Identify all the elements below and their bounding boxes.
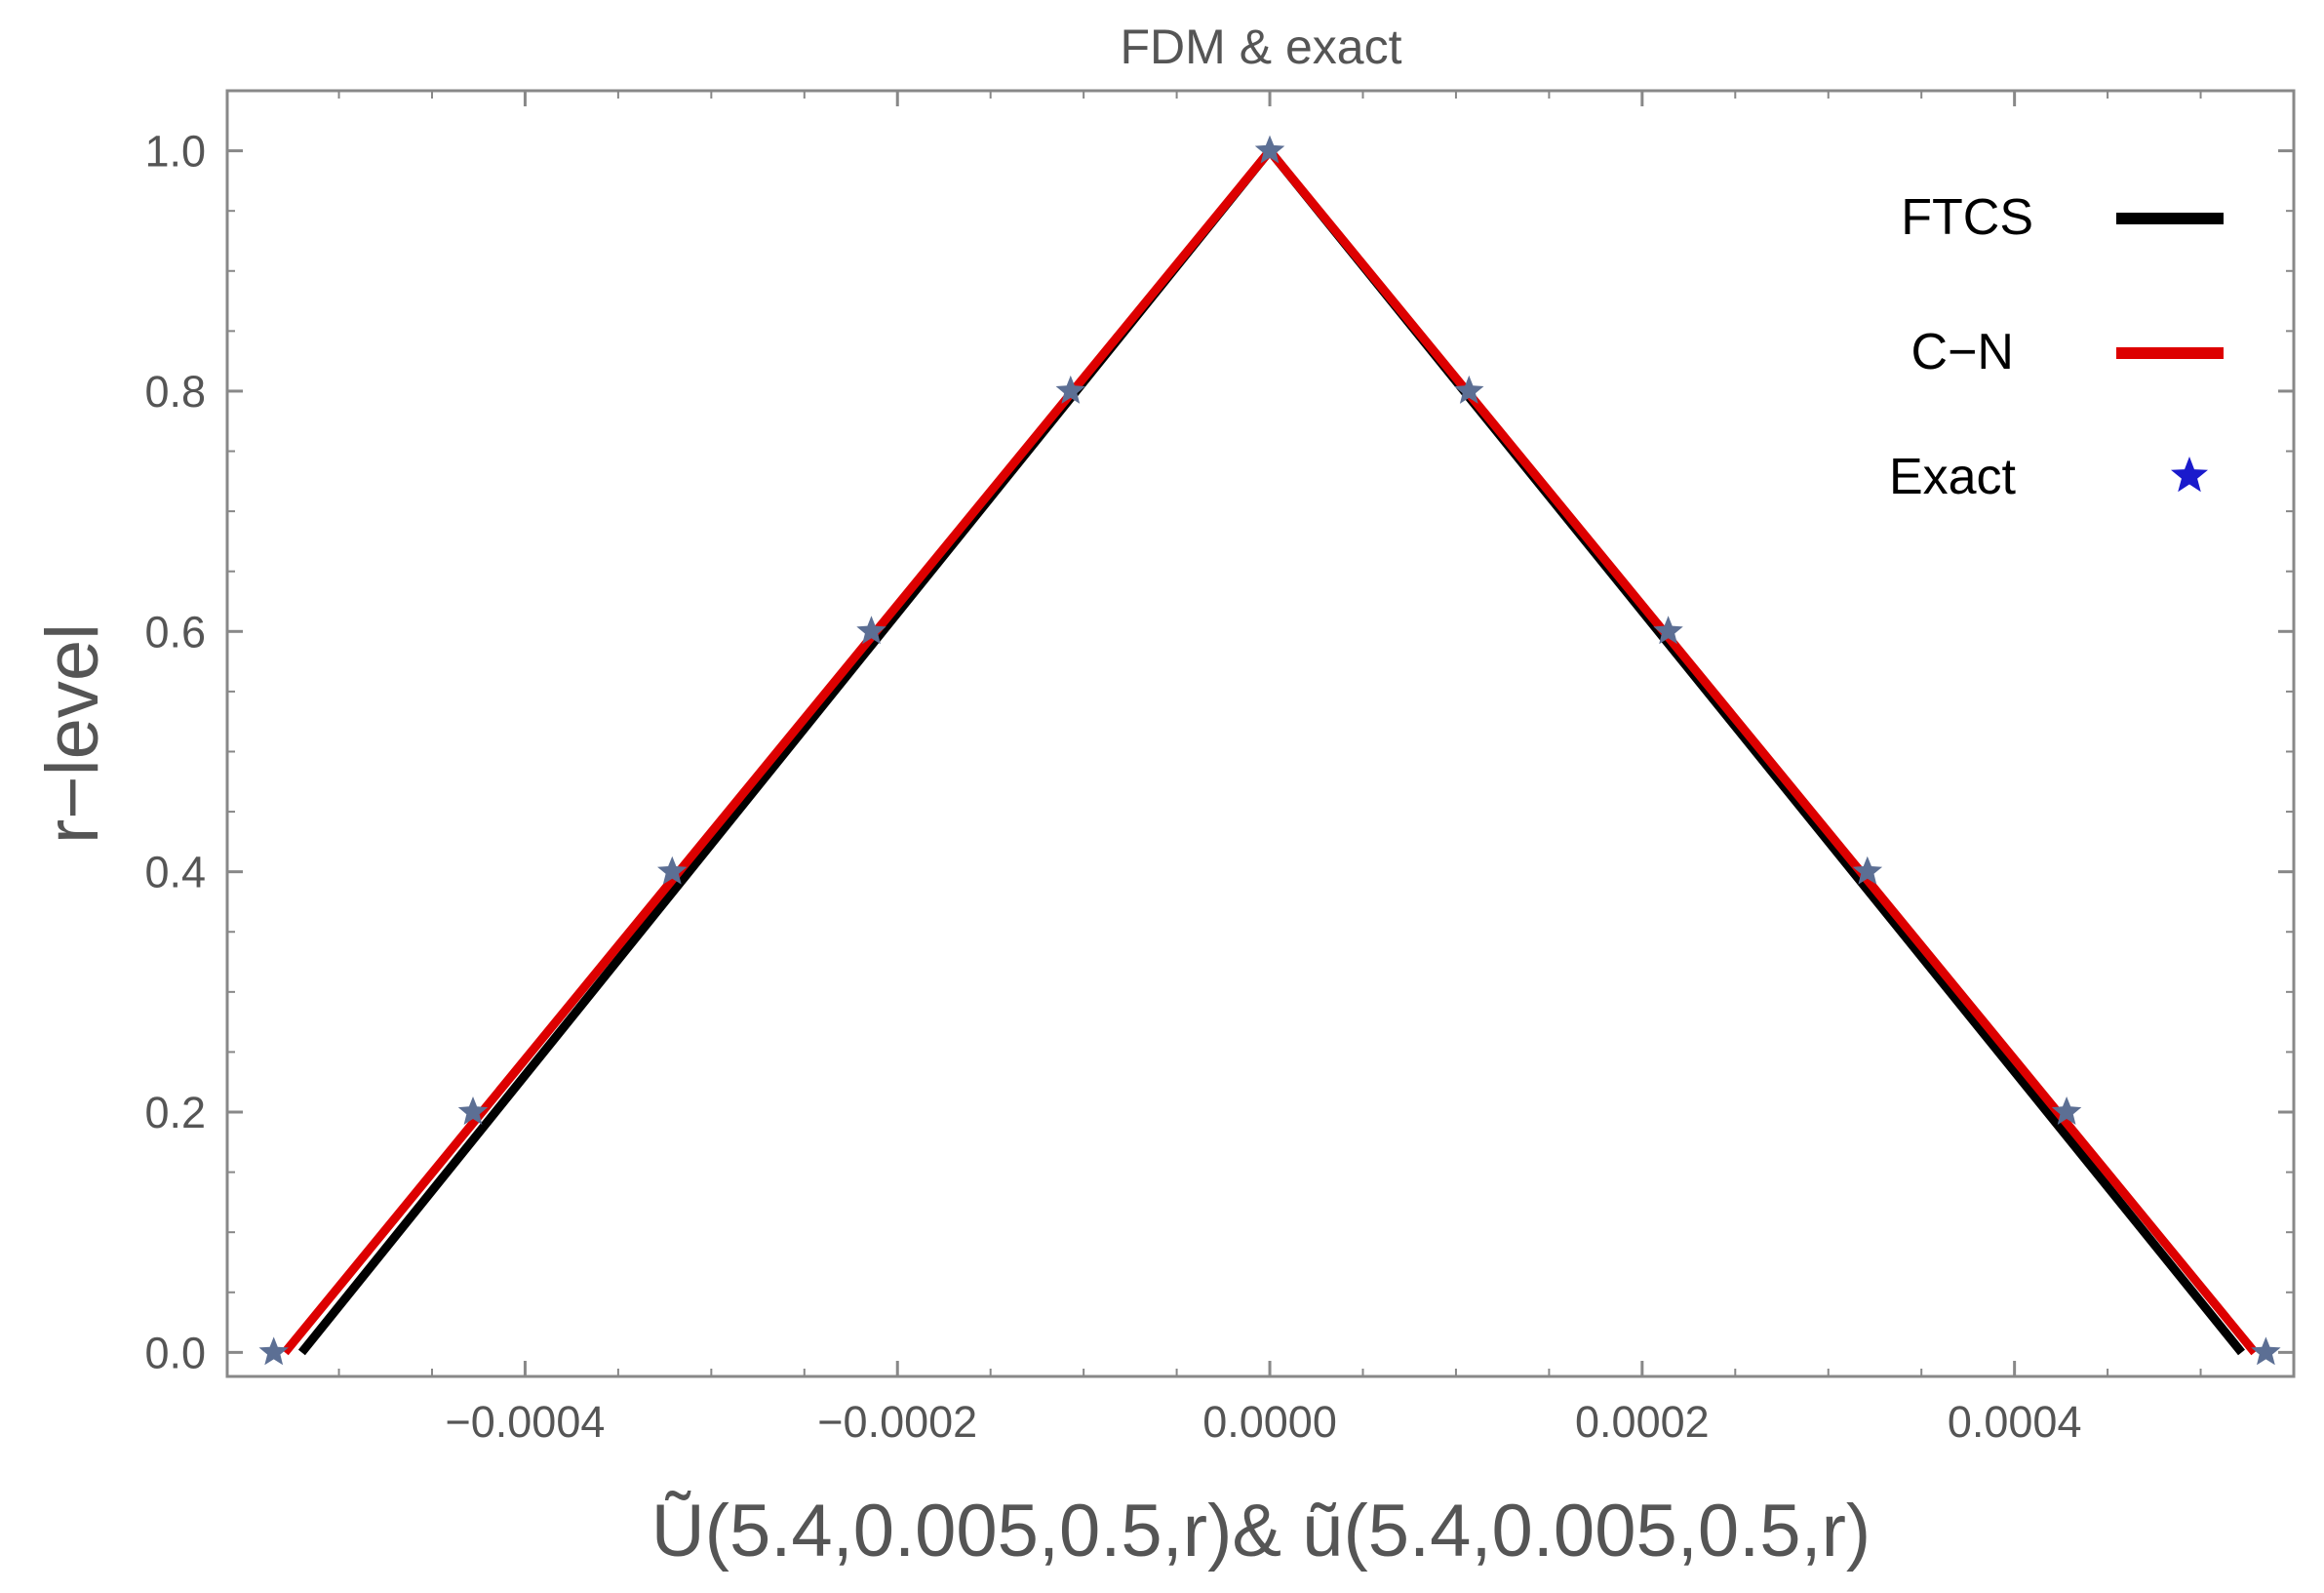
exact-star-marker [1254, 135, 1285, 164]
x-tick-label: 0.0000 [1202, 1397, 1337, 1447]
x-tick-label: −0.0004 [445, 1397, 605, 1447]
legend: FTCS C−N Exact [1889, 189, 2224, 505]
plot-frame [225, 89, 2296, 1378]
x-tick-label: −0.0002 [817, 1397, 977, 1447]
chart-title: FDM & exact [1121, 20, 1402, 74]
legend-label: Exact [1889, 449, 2017, 505]
exact-star-marker [258, 1336, 289, 1366]
tick-labels: −0.0004 −0.0002 0.0000 0.0002 0.0004 0.0 0.2 0.… [144, 127, 2081, 1447]
y-tick-label: 0.6 [144, 607, 206, 657]
y-tick-label: 0.8 [144, 367, 206, 417]
exact-star-marker [2251, 1336, 2281, 1366]
exact-star-marker [457, 1096, 489, 1125]
exact-star-marker [657, 856, 688, 885]
y-tick-label: 1.0 [144, 127, 206, 177]
legend-swatch-star [2171, 457, 2208, 493]
exact-star-marker [2051, 1096, 2082, 1125]
legend-label: FTCS [1901, 189, 2033, 246]
x-tick-label: 0.0002 [1575, 1397, 1710, 1447]
y-tick-label: 0.2 [144, 1088, 206, 1137]
exact-star-marker [1852, 856, 1883, 885]
exact-star-marker [1055, 375, 1085, 404]
x-axis-label: Ũ(5.4,0.005,0.5,r)& ũ(5.4,0.005,0.5,r) [651, 1490, 1871, 1573]
x-tick-label: 0.0004 [1948, 1397, 2082, 1447]
exact-star-marker [1653, 616, 1683, 645]
series-layer [258, 135, 2281, 1366]
exact-star-marker [1454, 375, 1484, 404]
legend-label: C−N [1911, 324, 2014, 380]
y-axis-label: r−level [31, 623, 114, 844]
y-tick-label: 0.4 [144, 848, 206, 897]
y-tick-label: 0.0 [144, 1328, 206, 1377]
exact-star-marker [856, 616, 886, 645]
